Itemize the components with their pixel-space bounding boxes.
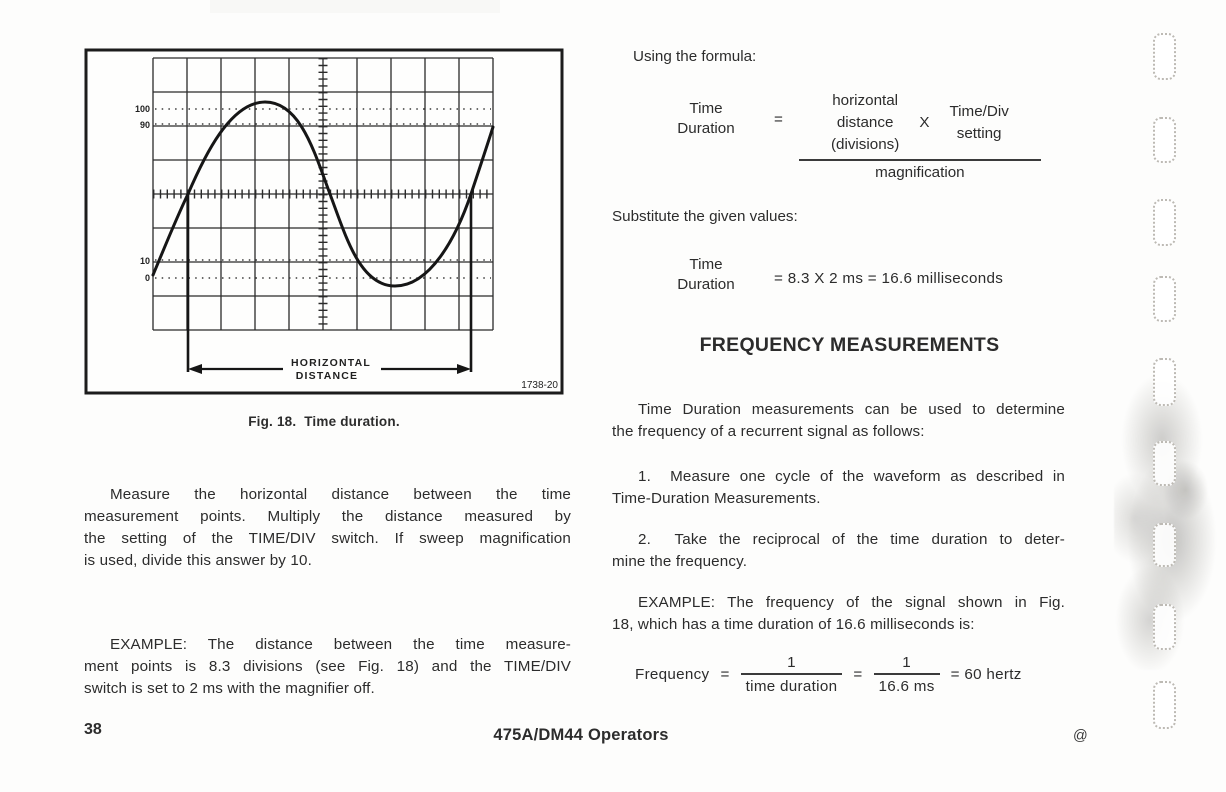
copyright-mark: @ bbox=[1073, 728, 1088, 744]
binding-hole bbox=[1153, 276, 1176, 322]
numerator-term-1: horizontal distance (divisions) bbox=[831, 90, 899, 156]
term-line: horizontal bbox=[832, 92, 899, 109]
text-line: the frequency of a recurrent signal as f… bbox=[612, 423, 925, 440]
using-formula-label: Using the formula: bbox=[633, 48, 757, 65]
fraction-bar bbox=[798, 159, 1041, 161]
text-line: switch is set to 2 ms with the magnifier… bbox=[84, 680, 375, 697]
text-line: EXAMPLE: The distance between the time m… bbox=[110, 636, 571, 653]
left-arrowhead bbox=[188, 364, 202, 374]
time-duration-formula: Time Duration = horizontal distance (div… bbox=[612, 90, 1041, 181]
formula-result: = 60 hertz bbox=[950, 666, 1022, 683]
fraction-numerator: 1 bbox=[902, 654, 911, 671]
text-line: mine the frequency. bbox=[612, 553, 748, 570]
term-line: Time/Div bbox=[949, 103, 1009, 120]
formula-fraction: horizontal distance (divisions) X Time/D… bbox=[798, 90, 1041, 181]
binding-hole bbox=[1153, 681, 1176, 729]
fraction-denominator: time duration bbox=[740, 673, 843, 695]
binding-hole bbox=[1153, 33, 1176, 80]
left-paragraph-example: EXAMPLE: The distance between the time m… bbox=[84, 634, 571, 700]
formula-lhs: Time Duration bbox=[658, 99, 754, 181]
substituted-values-formula: Time Duration = 8.3 X 2 ms = 16.6 millis… bbox=[612, 255, 1003, 295]
annotation-horizontal: HORIZONTAL bbox=[291, 357, 371, 369]
multiply-sign: X bbox=[919, 114, 930, 131]
equals-sign: = bbox=[853, 666, 863, 683]
oscilloscope-graticule-figure: 100 90 10 0 HORIZONTAL DISTANCE 1738-20 bbox=[84, 48, 564, 395]
right-paragraph-example: EXAMPLE: The frequency of the signal sho… bbox=[612, 592, 1065, 636]
label-100: 100 bbox=[135, 104, 150, 114]
measurement-lines bbox=[186, 194, 473, 372]
text-line: Time Duration measurements can be used t… bbox=[638, 401, 1065, 418]
label-10: 10 bbox=[140, 256, 150, 266]
formula-denominator: magnification bbox=[875, 164, 965, 181]
page-number: 38 bbox=[84, 721, 102, 738]
fraction-16-6-ms: 1 16.6 ms bbox=[873, 654, 940, 695]
step-1: 1. Measure one cycle of the waveform as … bbox=[612, 466, 1065, 510]
binding-hole bbox=[1153, 199, 1176, 246]
formula-numerator: horizontal distance (divisions) X Time/D… bbox=[799, 90, 1041, 156]
formula-result: = 8.3 X 2 ms = 16.6 milliseconds bbox=[774, 270, 1004, 287]
fraction-time-duration: 1 time duration bbox=[740, 654, 843, 695]
fraction-numerator: 1 bbox=[787, 654, 796, 671]
text-line: EXAMPLE: The frequency of the signal sho… bbox=[638, 594, 1065, 611]
frequency-measurements-heading: FREQUENCY MEASUREMENTS bbox=[699, 334, 1000, 356]
text-line: measurement points. Multiply the distanc… bbox=[84, 508, 571, 525]
label-90: 90 bbox=[140, 120, 150, 130]
fraction-denominator: 16.6 ms bbox=[873, 673, 940, 695]
figure-18-time-duration: 100 90 10 0 HORIZONTAL DISTANCE 1738-20 bbox=[84, 48, 564, 395]
scan-shade bbox=[210, 0, 500, 13]
text-line: Time-Duration Measurements. bbox=[612, 490, 821, 507]
binding-hole bbox=[1153, 441, 1176, 486]
sine-waveform bbox=[151, 100, 495, 288]
binding-hole bbox=[1153, 117, 1176, 163]
text-line: 1. Measure one cycle of the waveform as … bbox=[638, 468, 1065, 485]
label-0: 0 bbox=[145, 273, 150, 283]
annotation-distance: DISTANCE bbox=[296, 370, 359, 382]
figure-part-number: 1738-20 bbox=[521, 380, 558, 391]
left-paragraph-measure: Measure the horizontal distance between … bbox=[84, 484, 571, 572]
equals-sign: = bbox=[774, 111, 783, 128]
binding-hole bbox=[1153, 358, 1176, 406]
formula-lhs-line2: Duration bbox=[677, 120, 735, 137]
binding-hole bbox=[1153, 523, 1176, 567]
formula-lhs-line1: Time bbox=[689, 100, 723, 117]
binding-hole bbox=[1153, 604, 1176, 650]
equals-sign: = bbox=[720, 666, 730, 683]
term-line: setting bbox=[956, 125, 1002, 142]
text-line: 18, which has a time duration of 16.6 mi… bbox=[612, 616, 975, 633]
substitute-label: Substitute the given values: bbox=[612, 208, 798, 225]
text-line: Measure the horizontal distance between … bbox=[110, 486, 571, 503]
formula-lhs-line1: Time bbox=[689, 256, 723, 273]
formula-lhs: Time Duration bbox=[658, 255, 754, 295]
right-paragraph-intro: Time Duration measurements can be used t… bbox=[612, 399, 1065, 443]
footer-title: 475A/DM44 Operators bbox=[493, 726, 669, 744]
frequency-formula: Frequency = 1 time duration = 1 16.6 ms … bbox=[635, 654, 1022, 695]
text-line: ment points is 8.3 divisions (see Fig. 1… bbox=[84, 658, 571, 675]
figure-caption: Fig. 18. Time duration. bbox=[248, 414, 400, 429]
right-arrowhead bbox=[457, 364, 471, 374]
formula-lhs-line2: Duration bbox=[677, 276, 735, 293]
text-line: the setting of the TIME/DIV switch. If s… bbox=[84, 530, 571, 547]
term-line: distance bbox=[836, 114, 894, 131]
numerator-term-2: Time/Div setting bbox=[949, 101, 1008, 145]
text-line: 2. Take the reciprocal of the time durat… bbox=[638, 531, 1065, 548]
text-line: is used, divide this answer by 10. bbox=[84, 552, 312, 569]
term-line: (divisions) bbox=[830, 136, 900, 153]
formula-lhs: Frequency bbox=[635, 666, 710, 683]
step-2: 2. Take the reciprocal of the time durat… bbox=[612, 529, 1065, 573]
